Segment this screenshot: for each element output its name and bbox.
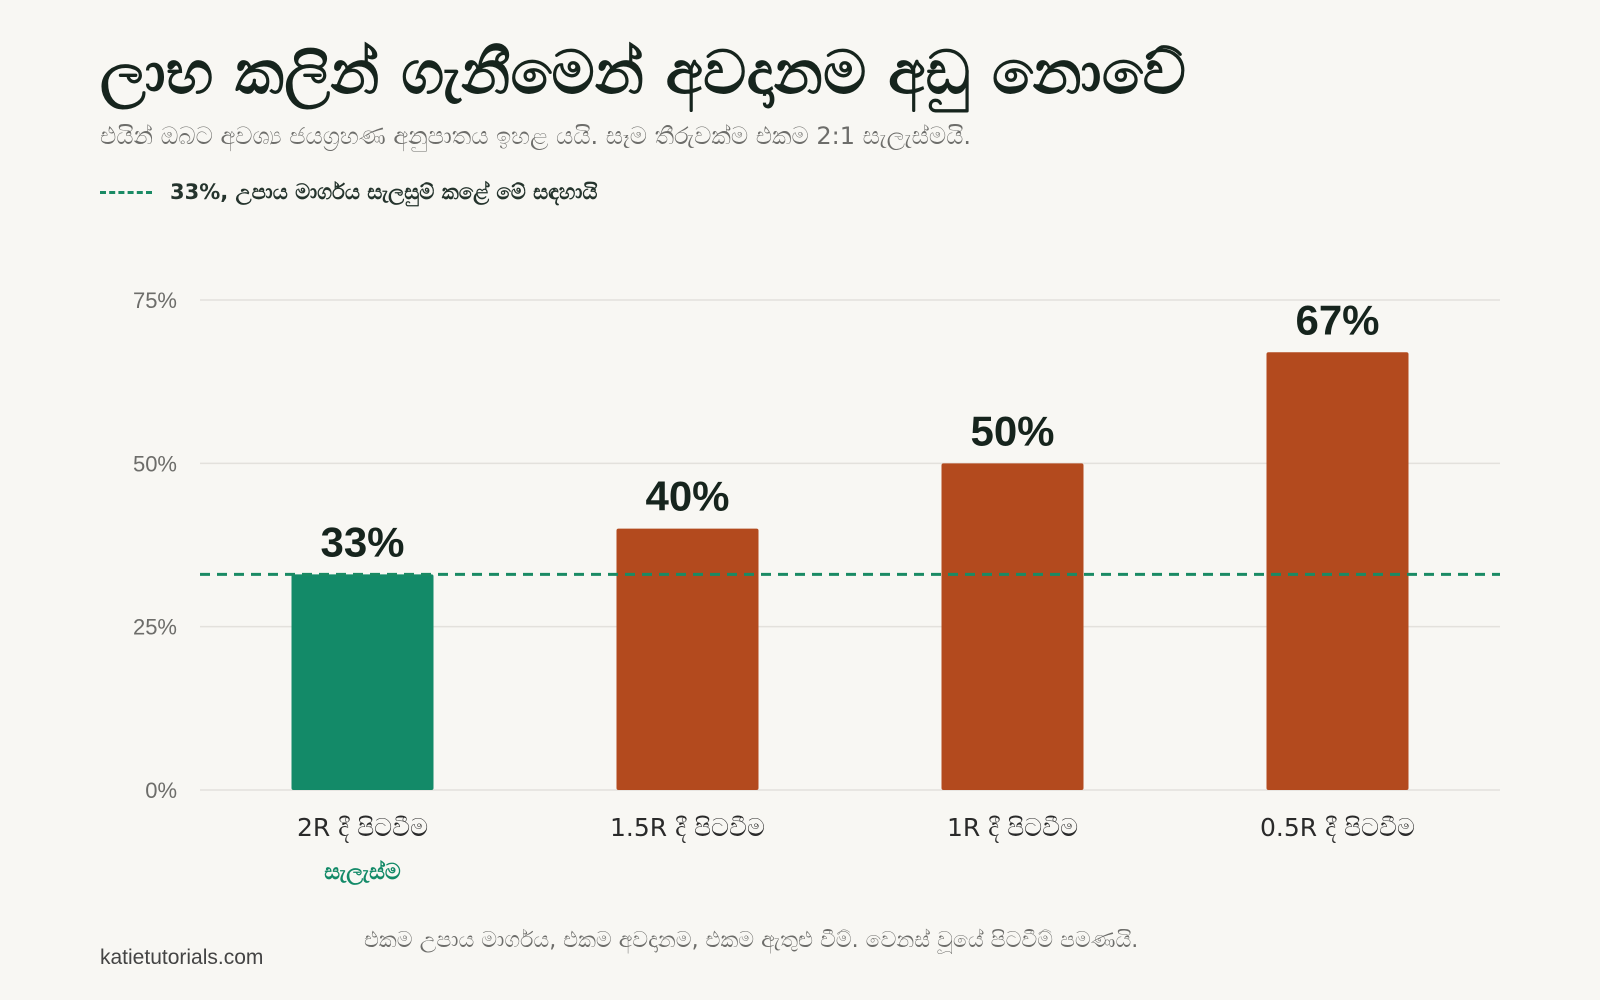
chart-title: ලාභ කලින් ගැනීමෙන් අවදානම අඩු නොවේ <box>100 38 1187 108</box>
bar-value-label: 40% <box>645 473 729 520</box>
y-tick-label: 25% <box>133 615 177 640</box>
bar-value-label: 50% <box>970 407 1054 454</box>
x-category-sublabel: සැලැස්ම <box>324 859 401 886</box>
x-category-label: 2R දී පිටවීම <box>297 813 428 843</box>
legend-dashed-line-swatch <box>100 191 152 194</box>
y-tick-label: 75% <box>133 288 177 313</box>
bar <box>291 574 434 790</box>
y-tick-label: 50% <box>133 451 177 476</box>
chart-subtitle: එයින් ඔබට අවශ්‍ය ජයග්‍රහණ අනුපාතය ඉහළ යය… <box>100 122 971 150</box>
bar <box>941 463 1084 790</box>
bar <box>1266 352 1409 790</box>
x-category-label: 0.5R දී පිටවීම <box>1260 813 1415 843</box>
y-tick-label: 0% <box>145 778 177 803</box>
bar-value-label: 67% <box>1295 296 1379 343</box>
footer-credit: katietutorials.com <box>100 946 264 969</box>
legend: 33%, උපාය මාර්ගය සැලසුම් කළේ මේ සඳහායි <box>100 180 597 205</box>
footer-note: එකම උපාය මාර්ගය, එකම අවදානම, එකම ඇතුළු ව… <box>364 928 1139 953</box>
bar <box>616 528 759 790</box>
legend-label: 33%, උපාය මාර්ගය සැලසුම් කළේ මේ සඳහායි <box>170 180 598 204</box>
x-category-label: 1.5R දී පිටවීම <box>610 813 765 843</box>
bar-value-label: 33% <box>320 518 404 565</box>
x-category-label: 1R දී පිටවීම <box>947 813 1078 843</box>
